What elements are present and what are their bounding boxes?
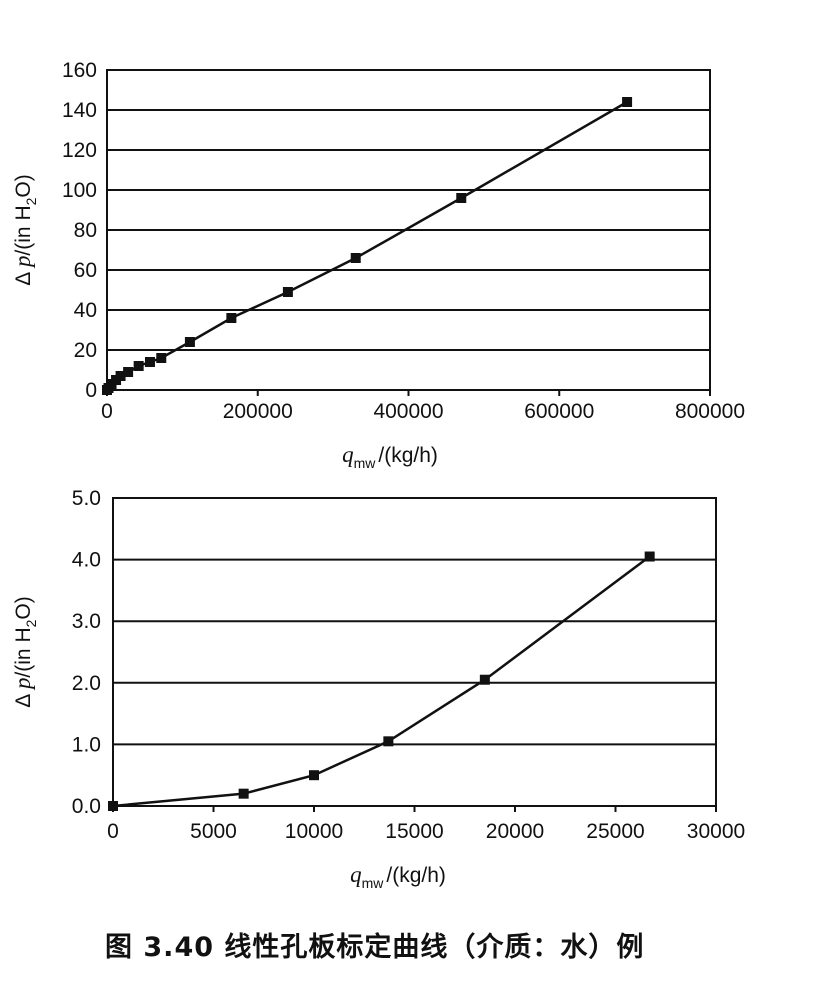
series-line [112,555,651,808]
y-tick-label: 160 [62,59,97,82]
data-point [108,801,118,811]
y-axis-label-var: p [10,678,35,692]
x-axis-label-var: q [350,862,362,887]
y-axis-label: Δ p/(in H2O) [10,174,39,286]
y-axis-label-end: O) [12,174,35,197]
data-point [238,788,249,799]
x-tick-label: 15000 [385,820,443,843]
x-tick-label: 0 [107,820,119,843]
data-point [123,367,134,377]
plot-frame [112,497,717,807]
x-tick-label: 400000 [373,400,443,423]
x-tick-label: 5000 [190,820,237,843]
x-axis-label: qmw/(kg/h) [342,442,438,471]
data-point [479,674,490,685]
x-tick-label: 0 [101,400,113,423]
data-point [622,97,633,107]
y-axis-label-unit: /(in H [12,205,35,255]
chart-1: 0 20 40 60 80 100 120 140 160 0 200000 400000 600000… [10,59,745,471]
x-tick-label: 25000 [586,820,644,843]
y-tick-label: 4.0 [72,549,101,572]
y-tick-label: 3.0 [72,610,101,633]
y-axis-label-end: O) [12,596,35,619]
y-tick-label: 100 [62,179,97,202]
x-axis-label-sub: mw [354,455,377,471]
data-point [282,287,293,297]
data-point [644,551,655,562]
y-tick-label: 60 [74,259,97,282]
y-axis-label: Δ p/(in H2O) [10,596,39,708]
x-axis-label-sub: mw [362,875,385,891]
y-axis-label-var: p [10,256,35,270]
data-point [383,736,394,747]
y-tick-label: 40 [74,299,97,322]
data-point [350,253,361,263]
y-tick-label: 2.0 [72,672,101,695]
chart-2: 0.0 1.0 2.0 3.0 4.0 5.0 0 5000 10000 15000 20000 25… [10,487,745,891]
x-axis-label-unit: /(kg/h) [386,864,446,887]
x-tick-label: 20000 [486,820,544,843]
y-tick-label: 1.0 [72,733,101,756]
y-tick-label: 20 [74,339,97,362]
y-tick-label: 5.0 [72,487,101,510]
y-tick-label: 120 [62,139,97,162]
data-point [156,353,167,363]
x-axis-label-var: q [342,442,354,467]
data-point [115,371,126,381]
x-tick-label: 600000 [524,400,594,423]
y-tick-label: 140 [62,99,97,122]
data-point [226,313,237,323]
y-axis-label-unit: /(in H [12,627,35,677]
figure-caption: 图 3.40 线性孔板标定曲线（介质：水）例 [105,932,645,963]
data-point [184,337,195,347]
y-tick-label: 80 [74,219,97,242]
y-axis-label-sub: 2 [23,197,39,205]
data-point [133,361,144,371]
x-tick-label: 30000 [687,820,745,843]
data-point [309,770,319,781]
y-axis-label-delta: Δ [12,267,35,286]
x-tick-label: 800000 [675,400,745,423]
y-tick-label: 0.0 [72,795,101,818]
data-point [144,357,155,367]
y-tick-label: 0 [85,379,97,402]
y-axis-label-delta: Δ [12,689,35,708]
x-tick-label: 200000 [223,400,293,423]
x-axis-label-unit: /(kg/h) [378,444,438,467]
y-axis-label-sub: 2 [23,619,39,627]
x-tick-label: 10000 [285,820,343,843]
x-axis-label: qmw/(kg/h) [350,862,446,891]
data-point [456,193,467,203]
